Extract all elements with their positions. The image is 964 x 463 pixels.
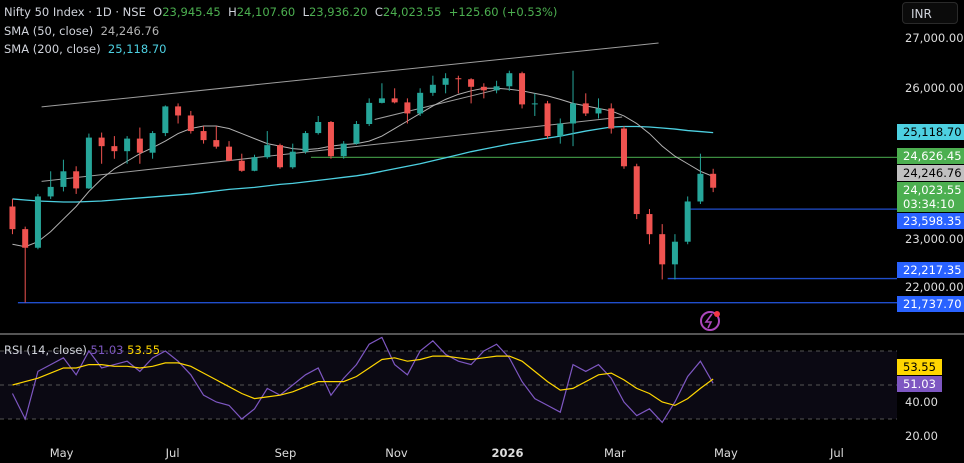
candle-body (175, 106, 182, 116)
candle-body (557, 123, 564, 137)
candle-body (187, 115, 194, 132)
candle-body (506, 73, 513, 87)
candle-body (73, 171, 80, 189)
candle-body (238, 160, 245, 171)
candle-body (417, 92, 424, 114)
sma200-line (12, 125, 714, 203)
candle-body (671, 241, 678, 265)
rsi-ma-line (12, 355, 714, 407)
price-tag: 24,246.76 (897, 165, 964, 181)
price-tick: 22,000.00 (905, 280, 964, 294)
time-tick: Jul (165, 446, 180, 460)
trend-line (41, 42, 659, 108)
price-tick: 27,000.00 (905, 31, 964, 45)
candle-body (47, 186, 54, 197)
price-tag: 24,023.55 03:34:10 (897, 182, 964, 212)
alert-icon (700, 311, 720, 331)
candle-body (136, 138, 143, 153)
time-tick: Jul (829, 446, 844, 460)
candle-body (85, 137, 92, 189)
price-tick: 26,000.00 (905, 81, 964, 95)
candle-body (213, 140, 220, 147)
candle-body (429, 84, 436, 93)
rsi-legend[interactable]: RSI (14, close) 51.03 53.55 (4, 343, 161, 357)
candle-body (264, 145, 271, 158)
time-tick: 2026 (491, 446, 524, 460)
ohlc-legend: Nifty 50 Index · 1D · NSE O23,945.45 H24… (4, 5, 558, 19)
price-tag: 23,598.35 (897, 213, 964, 229)
candle-body (391, 98, 398, 103)
candle-body (60, 171, 67, 187)
price-tag: 22,217.35 (897, 262, 964, 278)
trend-line (374, 88, 501, 120)
candle-body (493, 86, 500, 91)
candle-body (302, 133, 309, 152)
symbol-title: Nifty 50 Index · 1D · NSE (4, 5, 146, 19)
candle-body (620, 128, 627, 167)
change: +125.60 (+0.53%) (448, 5, 558, 19)
price-tag: 21,737.70 (897, 296, 964, 312)
rsi-line (11, 336, 714, 424)
sma50-legend[interactable]: SMA (50, close) 24,246.76 (4, 24, 160, 38)
candle-body (353, 124, 360, 144)
candle-body (710, 173, 717, 188)
candle-body (697, 173, 704, 202)
price-tag: 25,118.70 (897, 124, 964, 140)
candle-body (519, 73, 526, 105)
candle-body (659, 234, 666, 265)
candle-body (34, 196, 41, 248)
countdown: 03:34:10 (903, 197, 955, 211)
candle-body (327, 122, 334, 157)
candle-body (22, 229, 29, 248)
candle-body (277, 145, 283, 168)
candle-body (340, 143, 347, 157)
candle-body (570, 103, 577, 124)
time-tick: Mar (604, 446, 626, 460)
sma50-line (12, 87, 714, 248)
time-tick: Sep (274, 446, 297, 460)
candle-body (162, 106, 169, 134)
time-tick: Nov (385, 446, 408, 460)
candle-body (378, 98, 385, 103)
candle-body (315, 122, 322, 134)
price-tag: 24,626.45 (897, 148, 964, 164)
rsi-tick: 20.00 (905, 429, 938, 443)
candle-body (646, 214, 653, 235)
candle-body (480, 86, 487, 91)
time-tick: May (714, 446, 738, 460)
candle-body (200, 131, 207, 141)
candle-body (531, 103, 538, 105)
rsi-tick: 40.00 (905, 395, 938, 409)
notification-dot-icon (714, 311, 720, 317)
candle-body (149, 133, 156, 153)
candle-body (455, 78, 462, 80)
time-tick: May (49, 446, 74, 460)
candle-body (582, 103, 589, 114)
rsi-value-tag: 51.03 (897, 376, 942, 392)
candle-body (366, 102, 373, 125)
candle-body (544, 103, 551, 137)
currency-selector[interactable]: INR (902, 2, 958, 24)
candle-body (98, 137, 105, 147)
candle-body (608, 108, 615, 129)
candle-body (251, 157, 258, 171)
price-pane (0, 0, 897, 333)
candle-body (226, 146, 233, 161)
candle-body (468, 79, 475, 87)
candle-body (595, 108, 602, 114)
candle-body (633, 166, 640, 215)
candle-body (124, 138, 131, 152)
rsi-ma-tag: 53.55 (897, 359, 942, 375)
candle-body (404, 102, 411, 114)
candle-body (111, 146, 118, 152)
candle-body (289, 151, 296, 168)
lightning-icon (704, 313, 713, 329)
price-tick: 23,000.00 (905, 232, 964, 246)
sma200-legend[interactable]: SMA (200, close) 25,118.70 (4, 42, 167, 56)
candle-body (9, 206, 16, 230)
candle-body (442, 78, 449, 85)
candle-body (684, 201, 691, 242)
